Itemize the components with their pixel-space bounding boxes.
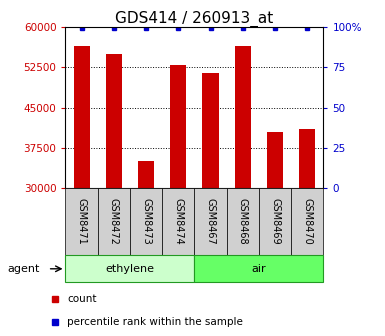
Text: GSM8473: GSM8473	[141, 198, 151, 245]
Text: count: count	[67, 294, 97, 304]
Text: GSM8474: GSM8474	[173, 198, 183, 245]
Bar	[98, 188, 130, 255]
Text: GSM8471: GSM8471	[77, 198, 87, 245]
Bar	[299, 129, 315, 188]
Bar	[203, 73, 219, 188]
Bar	[259, 188, 291, 255]
Text: GSM8470: GSM8470	[302, 198, 312, 245]
Bar	[106, 54, 122, 188]
Text: GSM8467: GSM8467	[206, 198, 216, 245]
Text: percentile rank within the sample: percentile rank within the sample	[67, 317, 243, 327]
Text: air: air	[252, 264, 266, 274]
Text: agent: agent	[8, 264, 40, 274]
Bar	[170, 65, 186, 188]
Bar	[235, 46, 251, 188]
Text: GSM8469: GSM8469	[270, 199, 280, 245]
Text: GSM8468: GSM8468	[238, 199, 248, 245]
Bar	[194, 255, 323, 282]
Bar	[130, 188, 162, 255]
Text: GSM8472: GSM8472	[109, 198, 119, 245]
Title: GDS414 / 260913_at: GDS414 / 260913_at	[115, 11, 274, 27]
Bar	[162, 188, 194, 255]
Bar	[227, 188, 259, 255]
Bar	[65, 188, 98, 255]
Bar	[194, 188, 227, 255]
Text: ethylene: ethylene	[105, 264, 154, 274]
Bar	[74, 46, 90, 188]
Bar	[291, 188, 323, 255]
Bar	[65, 255, 194, 282]
Bar	[267, 132, 283, 188]
Bar	[138, 161, 154, 188]
